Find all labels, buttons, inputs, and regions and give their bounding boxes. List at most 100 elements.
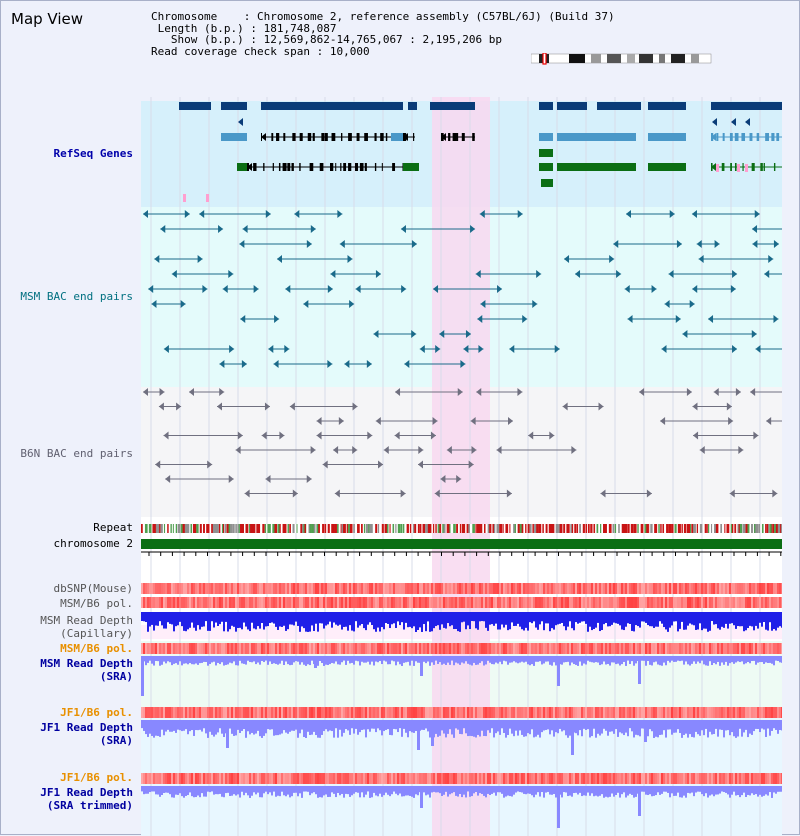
pol-cell bbox=[489, 643, 491, 654]
pol-cell bbox=[457, 583, 459, 594]
pol-cell bbox=[303, 773, 305, 784]
depth-bar bbox=[595, 720, 597, 738]
pol-cell bbox=[729, 597, 731, 608]
track-label-jf1-b6-pol-trimmed[interactable]: JF1/B6 pol. bbox=[60, 771, 133, 784]
track-label-refseq[interactable]: RefSeq Genes bbox=[53, 147, 133, 160]
msm-bac-track[interactable] bbox=[143, 210, 782, 368]
depth-bar bbox=[563, 656, 565, 663]
pol-cell bbox=[351, 643, 353, 654]
b6n-bac-track[interactable] bbox=[143, 388, 782, 498]
pol-cell bbox=[735, 773, 737, 784]
pol-cell bbox=[295, 597, 297, 608]
repeat-element bbox=[296, 524, 298, 533]
bac-end bbox=[417, 460, 423, 469]
track-label-msm-depth-sra-sub: (SRA) bbox=[99, 670, 133, 683]
track-label-repeat[interactable]: Repeat bbox=[93, 521, 133, 534]
depth-bar bbox=[293, 612, 295, 626]
refseq-genes-track[interactable] bbox=[179, 102, 782, 202]
depth-bar bbox=[589, 612, 591, 627]
depth-bar bbox=[753, 656, 755, 661]
depth-bar bbox=[175, 656, 177, 664]
pol-cell bbox=[171, 643, 173, 654]
depth-bar bbox=[703, 786, 705, 797]
depth-spike bbox=[638, 786, 641, 816]
depth-bar bbox=[339, 612, 341, 625]
depth-bar bbox=[575, 656, 577, 665]
track-label-dbsnp[interactable]: dbSNP(Mouse) bbox=[53, 582, 133, 595]
track-label-jf1-b6-pol[interactable]: JF1/B6 pol. bbox=[60, 706, 133, 719]
depth-bar bbox=[449, 786, 451, 795]
depth-bar bbox=[715, 612, 717, 625]
pol-cell bbox=[203, 583, 205, 594]
repeat-element bbox=[334, 524, 337, 533]
repeat-element bbox=[309, 524, 312, 533]
track-label-jf1-depth-sra[interactable]: JF1 Read Depth bbox=[40, 721, 133, 734]
pol-cell bbox=[569, 707, 571, 718]
depth-bar bbox=[509, 612, 511, 630]
track-label-msm-depth-capillary[interactable]: MSM Read Depth bbox=[40, 614, 133, 627]
depth-bar bbox=[403, 786, 405, 797]
depth-bar bbox=[339, 656, 341, 665]
pol-cell bbox=[207, 773, 209, 784]
pol-cell bbox=[609, 597, 611, 608]
pol-cell bbox=[429, 583, 431, 594]
polymorphism-tracks[interactable] bbox=[141, 583, 782, 784]
pol-cell bbox=[261, 707, 263, 718]
track-label-chromosome[interactable]: chromosome 2 bbox=[53, 537, 133, 550]
pol-cell bbox=[413, 643, 415, 654]
pol-cell bbox=[463, 707, 465, 718]
track-label-msm-depth-sra[interactable]: MSM Read Depth bbox=[40, 657, 133, 670]
depth-bar bbox=[537, 656, 539, 662]
chromosome-ideogram[interactable] bbox=[531, 53, 713, 65]
pol-cell bbox=[607, 773, 609, 784]
track-label-jf1-depth-trimmed[interactable]: JF1 Read Depth bbox=[40, 786, 133, 799]
pol-cell bbox=[643, 707, 645, 718]
pol-cell bbox=[193, 597, 195, 608]
depth-bar bbox=[195, 656, 197, 664]
depth-spike bbox=[226, 720, 229, 748]
depth-bar bbox=[751, 720, 753, 735]
pol-cell bbox=[341, 773, 343, 784]
repeat-element bbox=[427, 524, 431, 533]
pol-cell bbox=[237, 707, 239, 718]
depth-bar bbox=[731, 656, 733, 663]
chromosome-bar[interactable] bbox=[141, 539, 782, 549]
depth-bar bbox=[427, 720, 429, 732]
pol-cell bbox=[587, 597, 589, 608]
depth-bar bbox=[751, 656, 753, 661]
pol-cell bbox=[199, 773, 201, 784]
track-label-msm-b6-pol-sra[interactable]: MSM/B6 pol. bbox=[60, 642, 133, 655]
depth-bar bbox=[703, 720, 705, 736]
pol-cell bbox=[737, 583, 739, 594]
track-label-msm-bac[interactable]: MSM BAC end pairs bbox=[20, 290, 133, 303]
depth-bar bbox=[469, 720, 471, 736]
depth-bar bbox=[239, 720, 241, 733]
track-label-b6n-bac[interactable]: B6N BAC end pairs bbox=[20, 447, 133, 460]
pol-cell bbox=[555, 773, 557, 784]
pol-cell bbox=[705, 583, 707, 594]
pol-cell bbox=[161, 583, 163, 594]
depth-bar bbox=[603, 786, 605, 798]
depth-bar bbox=[587, 720, 589, 730]
pol-cell bbox=[587, 643, 589, 654]
depth-bar bbox=[701, 612, 703, 631]
pol-cell bbox=[593, 773, 595, 784]
repeat-element bbox=[566, 524, 569, 533]
pol-cell bbox=[335, 773, 337, 784]
pol-cell bbox=[291, 643, 293, 654]
pol-cell bbox=[521, 597, 523, 608]
genome-plot[interactable] bbox=[141, 97, 782, 836]
bac-end bbox=[753, 431, 759, 440]
depth-bar bbox=[627, 656, 629, 661]
depth-bar bbox=[175, 612, 177, 627]
depth-bar bbox=[375, 720, 377, 733]
repeat-track[interactable] bbox=[141, 524, 782, 533]
track-label-msm-b6-pol[interactable]: MSM/B6 pol. bbox=[60, 597, 133, 610]
depth-bar bbox=[629, 612, 631, 625]
depth-bar bbox=[311, 720, 313, 735]
depth-bar bbox=[735, 720, 737, 738]
read-depth-tracks[interactable] bbox=[141, 612, 782, 828]
pol-cell bbox=[507, 583, 509, 594]
bac-end bbox=[752, 240, 758, 248]
repeat-element bbox=[449, 524, 451, 533]
